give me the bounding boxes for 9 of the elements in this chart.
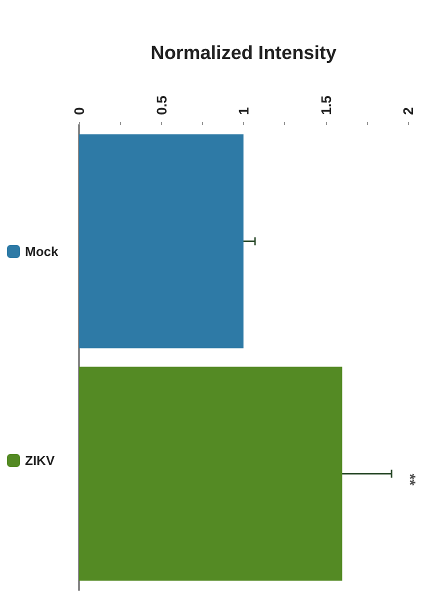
x-tick-label: 1.5 [318, 95, 334, 115]
x-tick-label: 0.5 [153, 95, 170, 115]
x-axis-title: Normalized Intensity [150, 43, 337, 64]
x-tick-label: 0 [71, 107, 87, 115]
x-tick-label: 1 [236, 107, 252, 115]
annotation: ** [401, 474, 418, 486]
x-tick-label: 2 [400, 107, 416, 115]
legend-label: ZIKV [25, 453, 55, 468]
legend-label: Mock [25, 244, 59, 259]
